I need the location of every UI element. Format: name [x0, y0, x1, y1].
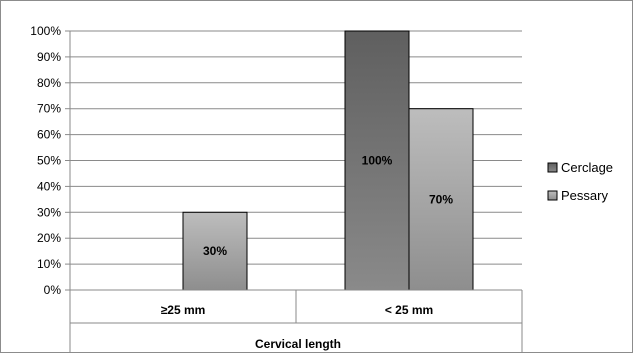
x-category-label: < 25 mm — [385, 303, 433, 317]
y-tick-label: 50% — [37, 154, 61, 168]
y-tick-label: 70% — [37, 102, 61, 116]
data-label: 70% — [429, 192, 453, 206]
y-tick-label: 80% — [37, 76, 61, 90]
legend: Cerclage Pessary — [547, 160, 613, 203]
y-tick-label: 20% — [37, 231, 61, 245]
axes — [69, 31, 523, 353]
y-axis-ticks: 0% 10% 20% 30% 40% 50% 60% 70% 80% 90% 100% — [30, 24, 70, 297]
y-tick-label: 100% — [30, 24, 61, 38]
y-tick-label: 40% — [37, 179, 61, 193]
bar-pessary-0 — [182, 211, 248, 291]
data-label: 30% — [203, 244, 227, 258]
bar-cerclage-1 — [344, 30, 410, 291]
gridlines — [70, 30, 522, 265]
bar-pessary-1 — [408, 108, 474, 291]
data-label: 100% — [362, 154, 393, 168]
x-axis-title: Cervical length — [255, 337, 341, 351]
y-tick-label: 90% — [37, 50, 61, 64]
bars: 100% 30% 70% — [182, 30, 474, 291]
y-tick-label: 10% — [37, 257, 61, 271]
x-category-label: ≥25 mm — [161, 303, 206, 317]
legend-swatch-pessary — [547, 190, 558, 201]
legend-label-pessary: Pessary — [561, 188, 608, 203]
y-tick-label: 0% — [44, 283, 62, 297]
legend-swatch-cerclage — [547, 162, 558, 173]
y-tick-label: 60% — [37, 128, 61, 142]
x-axis-categories: ≥25 mm < 25 mm — [161, 303, 433, 317]
y-tick-label: 30% — [37, 205, 61, 219]
legend-label-cerclage: Cerclage — [561, 160, 613, 175]
